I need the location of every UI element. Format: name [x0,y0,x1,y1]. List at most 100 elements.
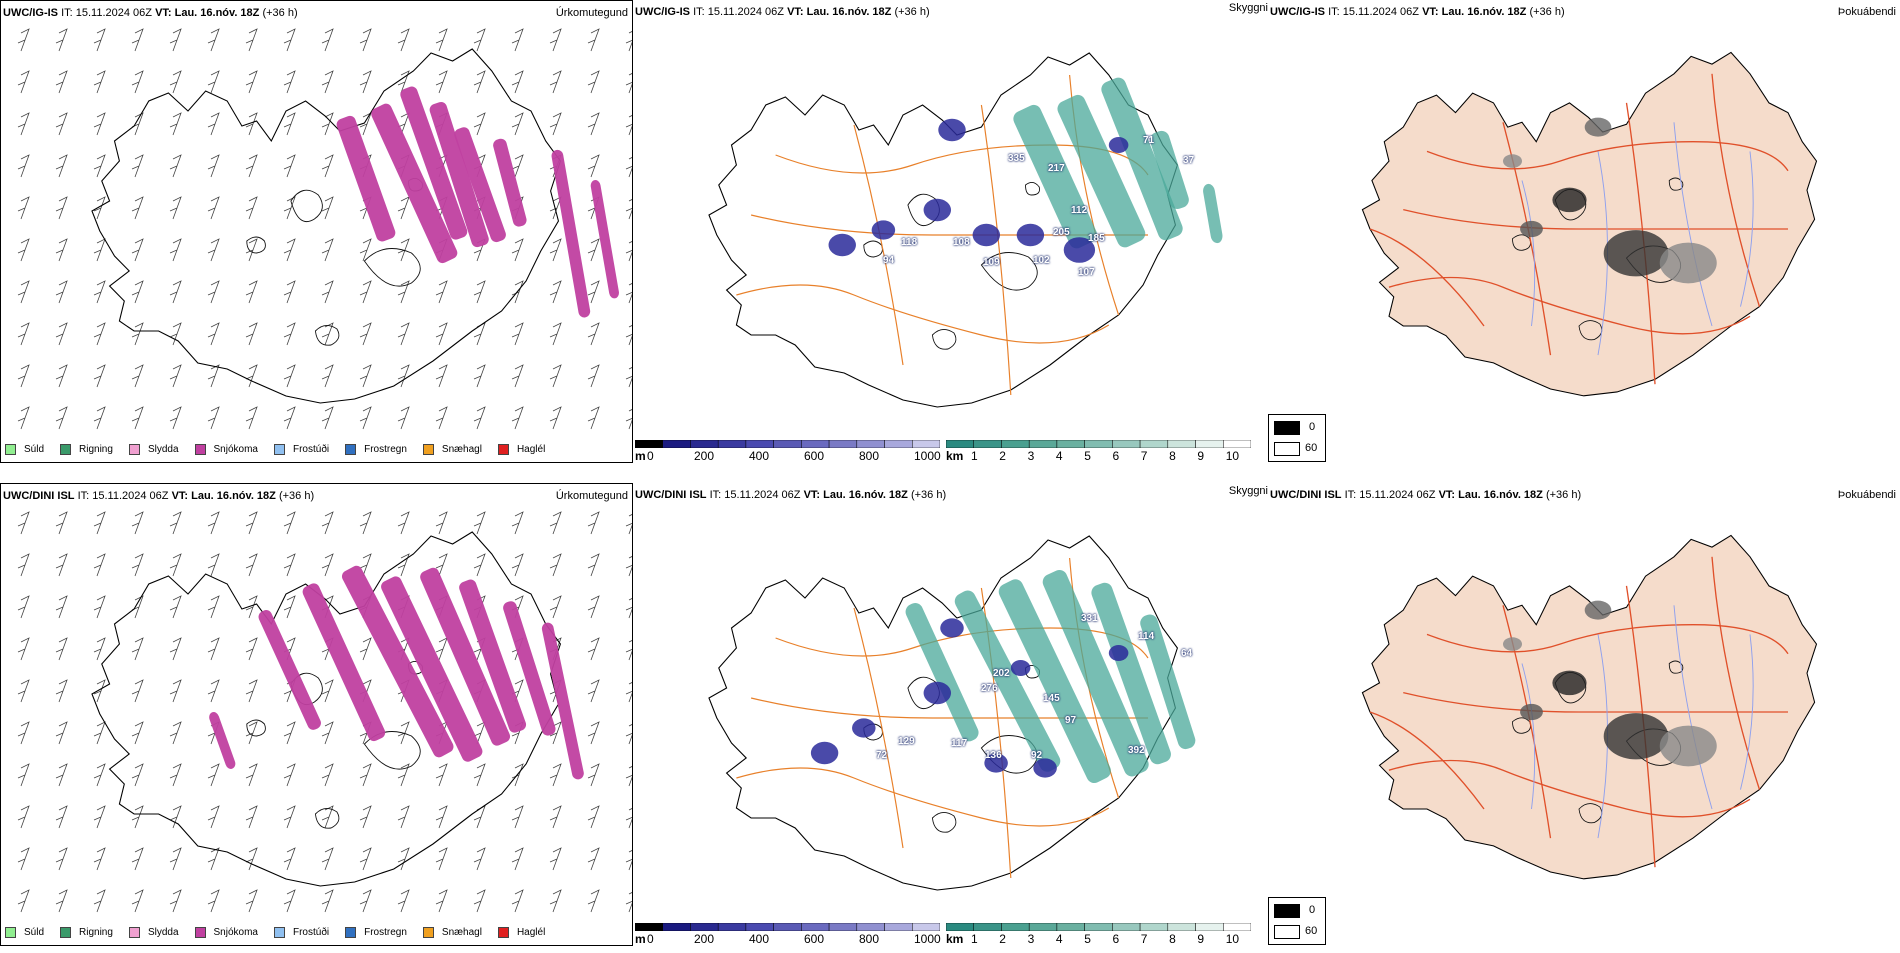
low-cloud-area [1016,223,1045,247]
low-cloud-area [938,118,966,142]
wind-barb-icon [55,595,68,619]
wind-barb-icon [625,367,632,388]
low-cloud-area [923,681,952,705]
cloud-base-value-label: 37 [1183,155,1195,166]
low-cloud-area [1033,758,1057,778]
wind-barb-icon [17,280,30,304]
wind-barb-icon [587,28,600,52]
snow-area [590,180,619,299]
legend-swatch [497,443,509,455]
cloud-base-value-label: 276 [981,683,998,694]
coastline [91,531,562,887]
wind-barb-icon [169,112,182,136]
colorbar-segment [828,440,858,448]
wind-barb-icon [55,280,68,304]
wind-barb-icon [131,553,144,577]
wind-barb-icon [131,805,144,829]
snow-area [400,86,468,240]
snow-area [420,567,511,746]
legend-item: Haglél [497,926,545,938]
wind-barb-icon [473,889,486,913]
wind-barb-icon [625,766,632,787]
wind-barb-icon [587,406,600,430]
wind-barb-icon [207,553,220,577]
colorbar-segment [1112,440,1141,448]
wind-barb-icon [321,847,334,871]
legend-item: Snæhagl [422,926,482,938]
colorbar-segment [690,440,719,448]
low-visibility-area [905,603,979,742]
cloud-base-value-label: 205 [1053,227,1070,238]
wind-barb-icon [245,511,258,535]
snow-area [541,622,584,780]
glacier-outline [314,325,340,346]
wind-barb-icon [17,406,30,430]
wind-barb-icon [435,364,448,388]
wind-barb-icon [549,280,562,304]
wind-barb-icon [435,889,448,913]
wind-barb-icon [435,70,448,94]
visibility-map [708,52,1223,408]
road [1711,73,1761,307]
low-visibility-area [1203,183,1223,244]
colorbar-segment [1195,440,1224,448]
legend-item: Rigning [60,926,113,938]
fog-area [1503,154,1522,168]
colorbar-segment [773,440,802,448]
wind-barb-icon [131,889,144,913]
valid-time: Lau. 16.nóv. 18Z [806,6,892,18]
low-visibility-area [1057,94,1146,248]
wind-barb-icon [587,679,600,703]
wind-barb-icon [397,70,410,94]
precip-type-map [17,511,632,913]
cloud-base-value-label: 112 [1071,205,1088,216]
legend-label: Haglél [516,443,546,455]
wind-barb-icon [321,763,334,787]
wind-barb-icon [397,763,410,787]
wind-barb-icon [93,847,106,871]
wind-barb-icon [359,280,372,304]
legend-item: Slydda [128,926,179,938]
low-cloud-area [1010,660,1031,676]
fog-area [1584,600,1612,620]
wind-barb-icon [549,70,562,94]
wind-barb-icon [207,322,220,346]
wind-barb-icon [587,280,600,304]
colorbar-segment [1084,923,1113,931]
wind-barb-icon [283,595,296,619]
wind-barb-icon [207,154,220,178]
cloud-base-tick-label: 0 [647,932,654,946]
fog-legend-swatch-top [1274,421,1300,435]
wind-barb-icon [245,238,258,262]
road [1369,228,1485,327]
legend-swatch [273,926,285,938]
coastline [708,535,1179,891]
snow-area [302,583,386,742]
road [736,767,1110,827]
wind-barb-icon [283,238,296,262]
wind-barb-icon [245,28,258,52]
wind-barb-icon [359,889,372,913]
legend-label: Súld [24,926,45,938]
wind-barb-icon [625,73,632,94]
wind-barb-icon [587,847,600,871]
cloud-base-value-label: 145 [1043,693,1060,704]
wind-barb-icon [169,154,182,178]
model-name: UWC/DINI ISL [3,490,75,502]
legend-label: Súld [24,443,45,455]
wind-barb-icon [397,280,410,304]
wind-barb-icon [587,511,600,535]
glacier-outline [1512,717,1531,734]
wind-barb-icon [207,637,220,661]
colorbar-segment [973,440,1002,448]
wind-barb-icon [131,238,144,262]
valid-time: Lau. 16.nóv. 18Z [1441,6,1527,18]
visibility-tick-label: 4 [1055,932,1063,946]
visibility-tick-label: 6 [1112,932,1120,946]
fog-area [1520,220,1543,238]
wind-barb-icon [131,637,144,661]
wind-barb-icon [131,721,144,745]
wind-barb-icon [17,196,30,220]
wind-barb-icon [435,763,448,787]
colorbar-segment [662,923,691,931]
